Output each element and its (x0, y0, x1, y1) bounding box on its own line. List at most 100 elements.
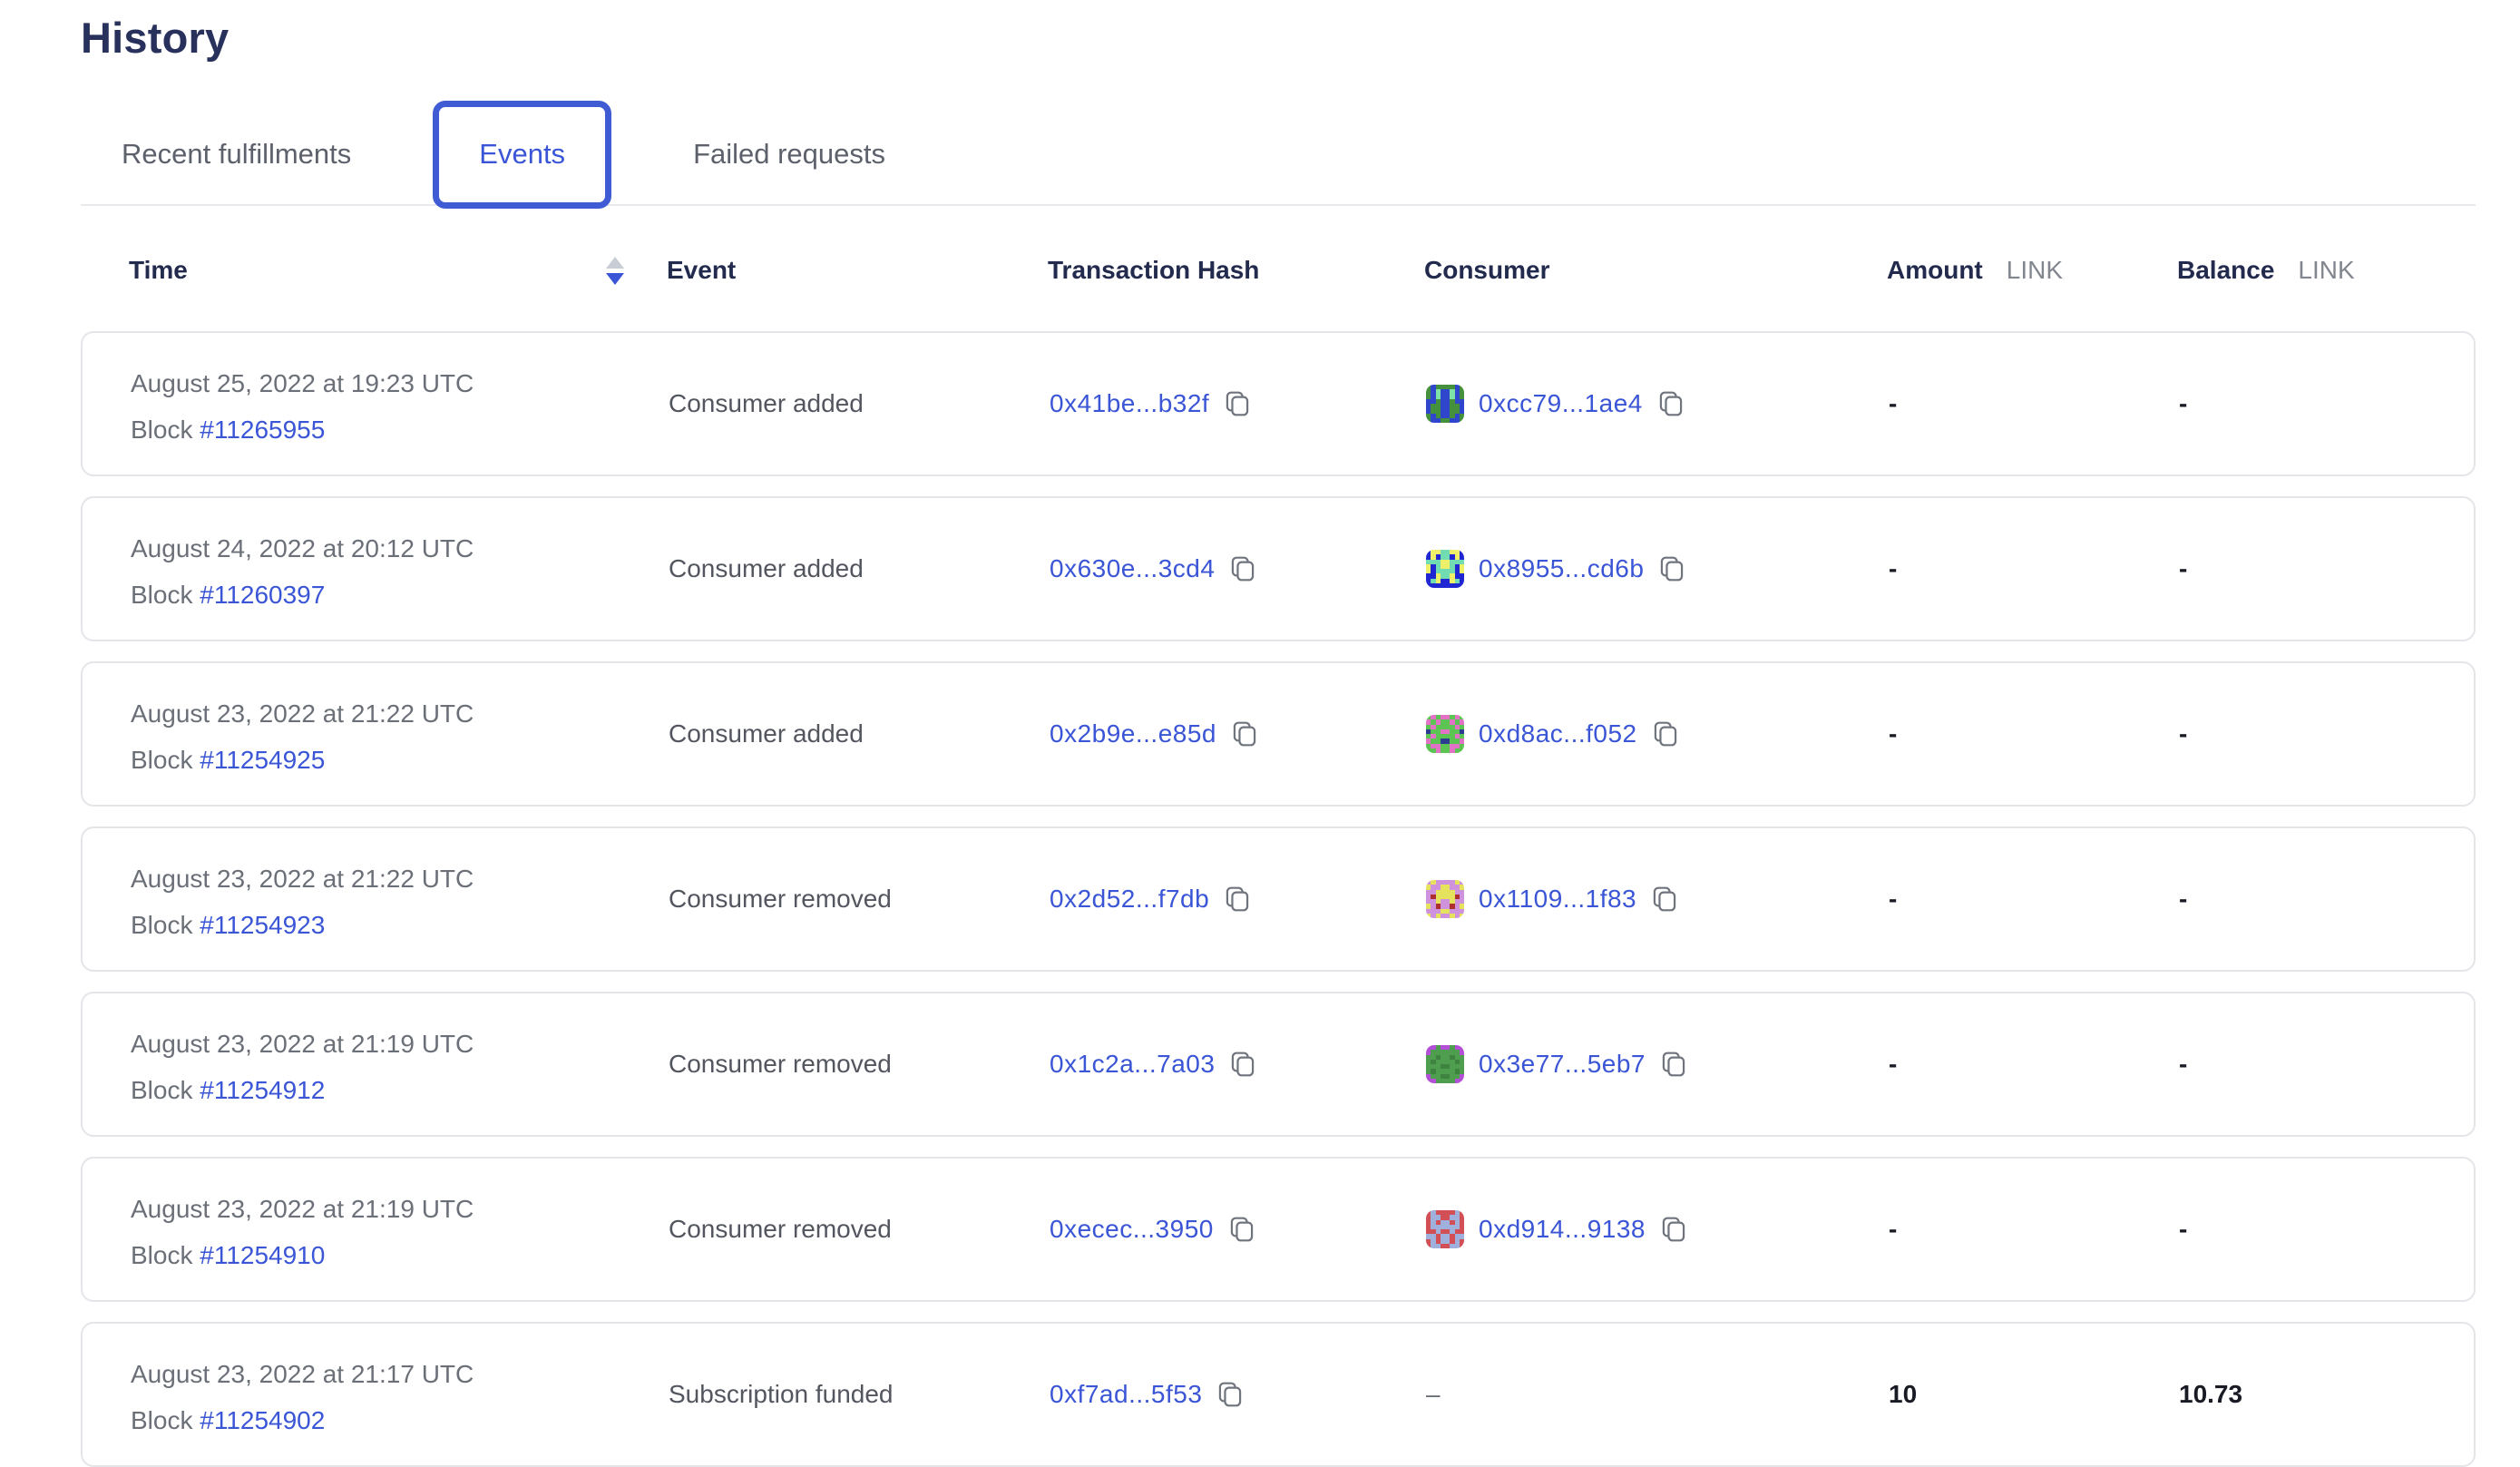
time-cell: August 23, 2022 at 21:17 UTC Block #1125… (131, 1324, 669, 1436)
transaction-hash-link[interactable]: 0x41be...b32f (1050, 389, 1210, 417)
copy-icon[interactable] (1224, 885, 1251, 914)
copy-icon[interactable] (1651, 885, 1678, 914)
sort-descending-icon[interactable] (605, 256, 625, 285)
event-type: Consumer added (669, 554, 864, 582)
copy-icon[interactable] (1658, 554, 1685, 583)
transaction-hash-cell: 0xf7ad...5f53 (1050, 1380, 1426, 1409)
consumer-cell: 0xd8ac...f052 (1426, 715, 1889, 753)
tab-recent-fulfillments[interactable]: Recent fulfillments (81, 99, 392, 210)
row-timestamp: August 23, 2022 at 21:22 UTC (131, 699, 474, 728)
amount-value: - (1889, 719, 1898, 748)
row-timestamp: August 23, 2022 at 21:19 UTC (131, 1195, 474, 1223)
row-timestamp: August 23, 2022 at 21:22 UTC (131, 865, 474, 893)
transaction-hash-link[interactable]: 0x1c2a...7a03 (1050, 1050, 1216, 1078)
time-cell: August 24, 2022 at 20:12 UTC Block #1126… (131, 498, 669, 611)
consumer-address-link[interactable]: 0x1109...1f83 (1479, 885, 1637, 913)
consumer-cell: 0xcc79...1ae4 (1426, 385, 1889, 423)
block-number-link[interactable]: #11254910 (200, 1241, 326, 1269)
table-row: August 23, 2022 at 21:19 UTC Block #1125… (81, 1157, 2476, 1302)
copy-icon[interactable] (1657, 389, 1685, 418)
column-header-balance: Balance LINK (2177, 256, 2355, 284)
block-label: Block (131, 1076, 200, 1104)
consumer-address-link[interactable]: 0x8955...cd6b (1479, 554, 1645, 582)
consumer-identicon (1426, 550, 1464, 588)
time-cell: August 23, 2022 at 21:22 UTC Block #1125… (131, 828, 669, 941)
table-row: August 24, 2022 at 20:12 UTC Block #1126… (81, 496, 2476, 641)
copy-icon[interactable] (1231, 719, 1258, 748)
consumer-identicon (1426, 880, 1464, 918)
event-rows: August 25, 2022 at 19:23 UTC Block #1126… (81, 331, 2476, 1467)
consumer-identicon (1426, 715, 1464, 753)
block-number-link[interactable]: #11254925 (200, 746, 326, 774)
amount-value: 10 (1889, 1380, 1918, 1408)
consumer-address-link[interactable]: 0xcc79...1ae4 (1479, 389, 1643, 417)
copy-icon[interactable] (1660, 1050, 1687, 1079)
transaction-hash-link[interactable]: 0xf7ad...5f53 (1050, 1380, 1203, 1408)
row-timestamp: August 24, 2022 at 20:12 UTC (131, 534, 474, 562)
row-timestamp: August 25, 2022 at 19:23 UTC (131, 369, 474, 397)
column-header-time-label: Time (129, 256, 188, 284)
copy-icon[interactable] (1216, 1380, 1244, 1409)
event-type: Consumer added (669, 719, 864, 748)
transaction-hash-cell: 0x2b9e...e85d (1050, 719, 1426, 748)
block-number-link[interactable]: #11254912 (200, 1076, 326, 1104)
tab-events[interactable]: Events (433, 100, 612, 209)
transaction-hash-link[interactable]: 0x630e...3cd4 (1050, 554, 1216, 582)
time-cell: August 23, 2022 at 21:19 UTC Block #1125… (131, 993, 669, 1106)
event-type: Consumer removed (669, 1050, 892, 1078)
amount-value: - (1889, 554, 1898, 582)
balance-value: - (2179, 885, 2188, 913)
transaction-hash-link[interactable]: 0xecec...3950 (1050, 1215, 1214, 1243)
table-row: August 23, 2022 at 21:22 UTC Block #1125… (81, 661, 2476, 807)
tab-label: Failed requests (693, 138, 886, 170)
time-cell: August 23, 2022 at 21:22 UTC Block #1125… (131, 663, 669, 776)
copy-icon[interactable] (1660, 1215, 1687, 1244)
transaction-hash-cell: 0x2d52...f7db (1050, 885, 1426, 914)
table-row: August 23, 2022 at 21:22 UTC Block #1125… (81, 826, 2476, 972)
table-header: Time Event Transaction Hash Consumer Amo… (81, 210, 2476, 331)
column-header-time[interactable]: Time (129, 256, 667, 285)
event-type: Subscription funded (669, 1380, 894, 1408)
event-type: Consumer removed (669, 1215, 892, 1243)
row-timestamp: August 23, 2022 at 21:19 UTC (131, 1030, 474, 1058)
tab-failed-requests[interactable]: Failed requests (652, 99, 926, 210)
consumer-address-link[interactable]: 0xd8ac...f052 (1479, 719, 1637, 748)
block-label: Block (131, 416, 200, 444)
table-row: August 25, 2022 at 19:23 UTC Block #1126… (81, 331, 2476, 476)
transaction-hash-cell: 0x630e...3cd4 (1050, 554, 1426, 583)
table-row: August 23, 2022 at 21:19 UTC Block #1125… (81, 992, 2476, 1137)
column-header-consumer: Consumer (1424, 256, 1550, 284)
transaction-hash-link[interactable]: 0x2d52...f7db (1050, 885, 1210, 913)
column-header-transaction-hash: Transaction Hash (1048, 256, 1260, 284)
copy-icon[interactable] (1229, 554, 1256, 583)
block-number-link[interactable]: #11265955 (200, 416, 326, 444)
amount-value: - (1889, 389, 1898, 417)
copy-icon[interactable] (1224, 389, 1251, 418)
balance-value: - (2179, 554, 2188, 582)
block-label: Block (131, 581, 200, 609)
page-title: History (81, 14, 230, 62)
balance-value: - (2179, 719, 2188, 748)
balance-unit-label: LINK (2298, 256, 2355, 284)
tab-label: Recent fulfillments (122, 138, 352, 170)
copy-icon[interactable] (1229, 1050, 1256, 1079)
tab-label: Events (479, 138, 566, 170)
consumer-empty-dash: – (1426, 1380, 1441, 1408)
consumer-identicon (1426, 1045, 1464, 1083)
copy-icon[interactable] (1652, 719, 1679, 748)
block-number-link[interactable]: #11260397 (200, 581, 326, 609)
balance-value: 10.73 (2179, 1380, 2243, 1408)
row-timestamp: August 23, 2022 at 21:17 UTC (131, 1360, 474, 1388)
consumer-address-link[interactable]: 0x3e77...5eb7 (1479, 1050, 1646, 1078)
column-header-event: Event (667, 256, 737, 284)
transaction-hash-link[interactable]: 0x2b9e...e85d (1050, 719, 1216, 748)
copy-icon[interactable] (1228, 1215, 1255, 1244)
block-label: Block (131, 911, 200, 939)
time-cell: August 25, 2022 at 19:23 UTC Block #1126… (131, 333, 669, 445)
transaction-hash-cell: 0x1c2a...7a03 (1050, 1050, 1426, 1079)
amount-value: - (1889, 1215, 1898, 1243)
block-number-link[interactable]: #11254902 (200, 1406, 326, 1434)
consumer-address-link[interactable]: 0xd914...9138 (1479, 1215, 1646, 1243)
block-number-link[interactable]: #11254923 (200, 911, 326, 939)
